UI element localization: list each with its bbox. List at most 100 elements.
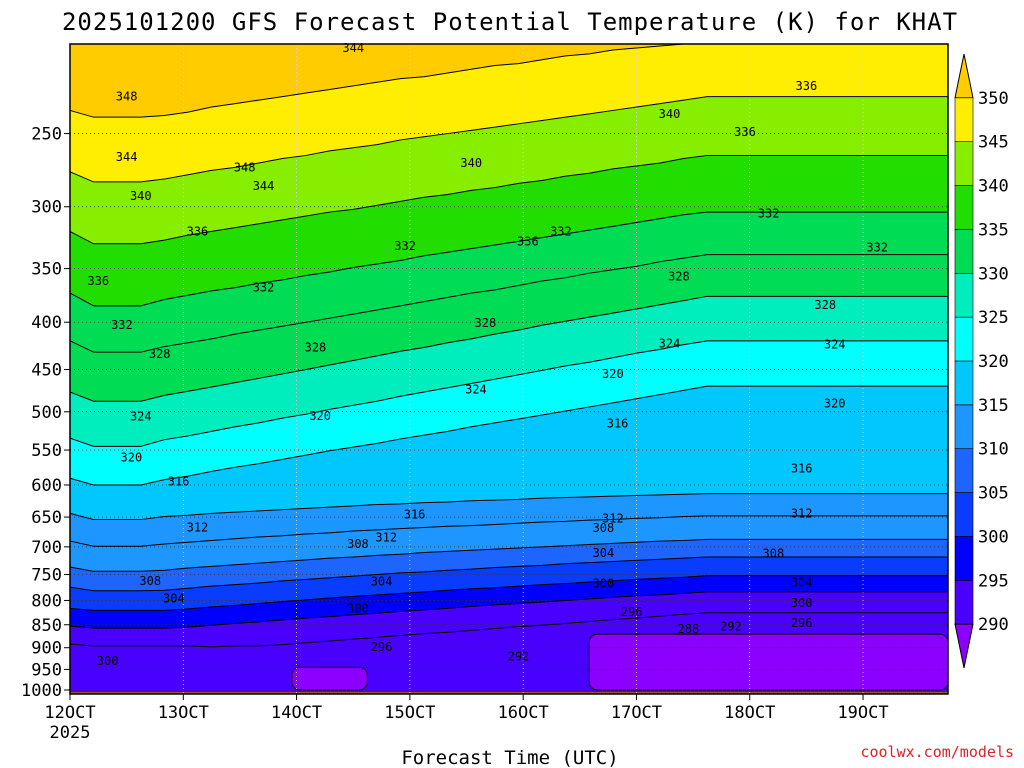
- contour-label: 324: [130, 410, 152, 424]
- colorbar-top-arrow: [954, 53, 974, 99]
- contour-lines: [69, 43, 948, 648]
- contour-292: [69, 612, 948, 648]
- colorbar-swatch: [954, 141, 974, 186]
- cold-pool-0: [291, 666, 368, 691]
- contour-316: [69, 493, 948, 521]
- y-tick-label: 700: [31, 538, 62, 558]
- colorbar: 290 295 300 305 310 315 320 325 330 335 340 345 350: [954, 53, 1009, 669]
- y-tick-label: 800: [31, 591, 62, 611]
- contour-label: 304: [371, 574, 393, 588]
- y-tick-label: 600: [31, 476, 62, 496]
- contour-label: 328: [305, 340, 327, 354]
- y-tick-label: 950: [31, 660, 62, 680]
- contour-label: 300: [791, 596, 813, 610]
- contour-label: 320: [121, 450, 143, 464]
- plot-area: [69, 43, 949, 695]
- cold-pool-1: [588, 633, 949, 691]
- contour-label: 340: [130, 189, 152, 203]
- colorbar-tick-label: 300: [978, 527, 1009, 547]
- contour-label: 336: [187, 224, 209, 238]
- contour-340: [69, 154, 948, 245]
- x-tick-label: 19OCT: [837, 703, 888, 723]
- contour-label: 332: [394, 239, 416, 253]
- contour-labels: 348 344 344 340 336 336 348 340 344 340 336 332 332 3…: [87, 41, 888, 668]
- colorbar-tick-label: 340: [978, 177, 1009, 197]
- y-tick-label: 400: [31, 313, 62, 333]
- contour-label: 324: [465, 383, 487, 397]
- y-axis: 250 300 350 400 450 500 550 600 650 700 750 800 850 9…: [21, 125, 70, 701]
- contour-label: 312: [602, 511, 624, 525]
- contour-300: [69, 575, 948, 611]
- credit-link[interactable]: coolwx.com/models: [860, 743, 1014, 761]
- contour-label: 304: [791, 575, 813, 589]
- x-tick-label: 12OCT: [44, 703, 95, 723]
- contour-label: 336: [796, 79, 818, 93]
- colorbar-tick-label: 350: [978, 89, 1009, 109]
- contour-label: 332: [253, 281, 275, 295]
- y-tick-label: 350: [31, 260, 62, 280]
- colorbar-swatch: [954, 448, 974, 493]
- contour-label: 320: [309, 409, 331, 423]
- contour-304: [69, 556, 948, 592]
- contour-label: 300: [97, 654, 119, 668]
- contour-label: 336: [87, 274, 109, 288]
- contour-label: 320: [602, 367, 624, 381]
- colorbar-swatch: [954, 404, 974, 450]
- contour-328: [69, 295, 948, 402]
- contour-label: 300: [347, 601, 369, 615]
- contour-label: 332: [758, 206, 780, 220]
- contour-label: 332: [866, 240, 888, 254]
- contour-label: 332: [550, 224, 572, 238]
- y-tick-label: 500: [31, 403, 62, 423]
- y-tick-label: 850: [31, 616, 62, 636]
- contour-332: [69, 254, 948, 353]
- contour-label: 312: [375, 531, 397, 545]
- colorbar-tick-label: 295: [978, 571, 1009, 591]
- contour-label: 308: [139, 574, 161, 588]
- contour-label: 316: [607, 417, 629, 431]
- y-tick-label: 650: [31, 508, 62, 528]
- colorbar-bottom-arrow: [954, 623, 974, 669]
- x-tick-year: 2025: [50, 723, 91, 743]
- contour-label: 288: [678, 622, 700, 636]
- contour-label: 340: [460, 156, 482, 170]
- x-tick-label: 14OCT: [271, 703, 322, 723]
- contour-label: 296: [371, 640, 393, 654]
- colorbar-tick-label: 335: [978, 220, 1009, 240]
- contour-308: [69, 538, 948, 572]
- contour-label: 308: [593, 521, 615, 535]
- y-tick-label: 300: [31, 198, 62, 218]
- colorbar-tick-label: 320: [978, 352, 1009, 372]
- contour-label: 304: [593, 546, 615, 560]
- contour-label: 344: [253, 179, 275, 193]
- contour-344: [69, 96, 948, 183]
- x-tick-label: 15OCT: [384, 703, 435, 723]
- x-axis: 12OCT 13OCT 14OCT 15OCT 16OCT 17OCT 18OCT 19OCT…: [44, 694, 889, 743]
- contour-label: 328: [814, 298, 836, 312]
- contour-label: 348: [234, 160, 256, 174]
- contour-label: 328: [668, 270, 690, 284]
- x-axis-label: Forecast Time (UTC): [401, 747, 618, 768]
- x-tick-label: 17OCT: [611, 703, 662, 723]
- colorbar-swatch: [954, 97, 974, 143]
- colorbar-tick-label: 345: [978, 133, 1009, 153]
- colorbar-swatch: [954, 579, 974, 625]
- x-tick-label: 16OCT: [498, 703, 549, 723]
- colorbar-swatch: [954, 360, 974, 406]
- chart-title: 2025101200 GFS Forecast Potential Temper…: [62, 8, 958, 36]
- y-tick-label: 450: [31, 360, 62, 380]
- contour-320: [69, 385, 948, 486]
- contour-label: 308: [763, 547, 785, 561]
- contour-label: 324: [659, 337, 681, 351]
- contour-label: 348: [116, 90, 138, 104]
- contour-label: 292: [720, 620, 742, 634]
- contour-label: 336: [734, 125, 756, 139]
- colorbar-swatch: [954, 536, 974, 581]
- y-tick-label: 250: [31, 125, 62, 145]
- terrain-strip: [70, 692, 948, 694]
- contour-label: 312: [791, 506, 813, 520]
- contour-312: [69, 515, 948, 547]
- contour-label: 304: [163, 591, 185, 605]
- contour-label: 308: [347, 537, 369, 551]
